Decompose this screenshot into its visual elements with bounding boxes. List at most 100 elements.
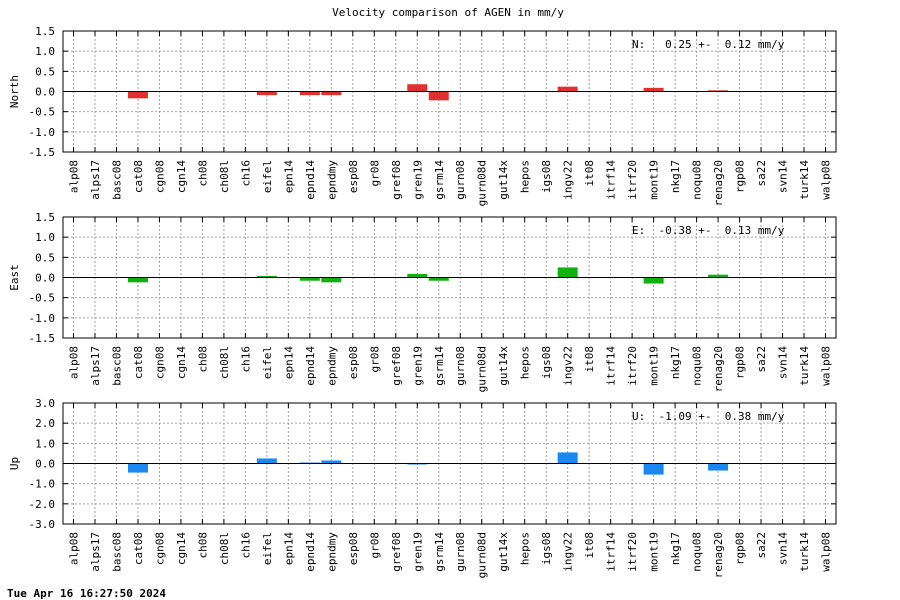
x-tick-label: nkg17 [669,160,682,193]
x-tick-label: epnd14 [304,346,317,386]
x-tick-label: rgp08 [734,532,747,565]
plot-frame [62,402,837,525]
bar-epnd14 [299,277,320,281]
bar-gren19 [407,273,428,278]
x-tick-label: itrf14 [605,532,618,572]
x-tick-label: epndmy [325,346,338,386]
x-tick-label: gref08 [390,346,403,386]
y-tick-label: 1.5 [35,25,55,38]
bar-mont19 [643,463,664,475]
x-tick-label: itrf20 [626,346,639,386]
y-tick-label: 0.0 [35,458,55,471]
x-tick-label: gurn08 [454,346,467,386]
y-tick-label: 1.0 [35,231,55,244]
x-tick-label: gurn08 [454,532,467,572]
x-tick-label: igs08 [540,160,553,193]
x-tick-label: mont19 [648,532,661,572]
panel-up: -3.0 -2.0 -1.0 0.0 1.0 2.0 3.0 alp08 alps17 basc0… [8,397,837,578]
bar-epndmy [321,91,342,96]
x-tick-label: alp08 [68,346,81,379]
x-tick-label: gsrm14 [433,346,446,386]
x-tick-label: renag20 [712,532,725,578]
x-tick-label: gsrm14 [433,532,446,572]
x-tick-label: it08 [583,160,596,187]
x-tick-label: renag20 [712,160,725,206]
x-tick-label: ch08l [218,532,231,565]
x-tick-label: epndmy [325,160,338,200]
x-tick-label: alp08 [68,160,81,193]
bar-ingv22 [557,86,578,92]
x-tick-label: gurn08d [476,532,489,578]
x-tick-label: hepos [519,160,532,193]
x-tick-label: nkg17 [669,532,682,565]
bar-gsrm14 [428,91,449,101]
x-tick-label: cgn14 [175,532,188,565]
x-tick-label: noqu08 [691,532,704,572]
x-tick-label: gren19 [411,160,424,200]
x-tick-label: cgn14 [175,160,188,193]
bar-eifel [256,91,277,96]
y-tick-label: -1.0 [29,312,56,325]
stats-annotation: E: -0.38 +- 0.13 mm/y [632,224,785,237]
x-tick-label: eifel [261,346,274,379]
y-axis-label: North [8,75,21,108]
y-tick-label: 1.5 [35,211,55,224]
x-tick-label: epnd14 [304,160,317,200]
x-tick-label: cat08 [132,160,145,193]
x-tick-label: gurn08d [476,346,489,392]
x-tick-label: turk14 [798,532,811,572]
panel-north: -1.5 -1.0 -0.5 0.0 0.5 1.0 1.5 alp08 alps17 basc0… [8,25,837,206]
chart-title: Velocity comparison of AGEN in mm/y [332,6,564,19]
x-tick-label: gut14x [497,346,510,386]
stats-annotation: N: 0.25 +- 0.12 mm/y [632,38,785,51]
x-tick-label: walp08 [820,346,833,386]
x-tick-label: ch08 [196,532,209,559]
x-tick-label: basc08 [110,160,123,200]
x-tick-label: gref08 [390,532,403,572]
x-tick-label: cat08 [132,346,145,379]
x-tick-label: sa22 [755,346,768,373]
bar-ingv22 [557,452,578,464]
y-axis-label: East [8,264,21,291]
y-tick-label: -1.0 [29,478,56,491]
y-tick-label: 0.5 [35,251,55,264]
bar-renag20 [708,90,729,92]
bar-ingv22 [557,267,578,278]
y-tick-label: -0.5 [29,292,56,305]
x-tick-label: gren19 [411,532,424,572]
y-tick-label: 1.0 [35,45,55,58]
y-tick-label: -1.0 [29,126,56,139]
x-tick-label: esp08 [347,346,360,379]
x-tick-label: ch08 [196,160,209,187]
x-tick-label: alps17 [89,346,102,386]
x-tick-label: walp08 [820,532,833,572]
x-tick-label: ch08l [218,160,231,193]
y-tick-label: 0.5 [35,65,55,78]
x-tick-label: gsrm14 [433,160,446,200]
x-tick-label: it08 [583,532,596,559]
x-tick-label: turk14 [798,346,811,386]
x-tick-label: gut14x [497,532,510,572]
x-tick-label: walp08 [820,160,833,200]
x-tick-label: epn14 [282,160,295,193]
panel-east: -1.5 -1.0 -0.5 0.0 0.5 1.0 1.5 alp08 alps17 basc0… [8,211,837,392]
y-tick-label: 0.0 [35,86,55,99]
y-tick-label: -3.0 [29,518,56,531]
x-tick-label: mont19 [648,346,661,386]
x-tick-label: ch08l [218,346,231,379]
bar-cat08 [127,463,148,473]
y-tick-label: -1.5 [29,146,56,159]
bar-cat08 [127,277,148,283]
x-tick-label: alp08 [68,532,81,565]
x-tick-label: gurn08d [476,160,489,206]
x-tick-label: alps17 [89,160,102,200]
x-tick-label: gr08 [368,532,381,559]
bar-renag20 [708,274,729,278]
y-tick-label: 0.0 [35,272,55,285]
x-tick-label: eifel [261,160,274,193]
x-tick-label: eifel [261,532,274,565]
bar-renag20 [708,463,729,471]
x-tick-label: alps17 [89,532,102,572]
bar-mont19 [643,277,664,284]
y-axis-label: Up [8,457,21,470]
